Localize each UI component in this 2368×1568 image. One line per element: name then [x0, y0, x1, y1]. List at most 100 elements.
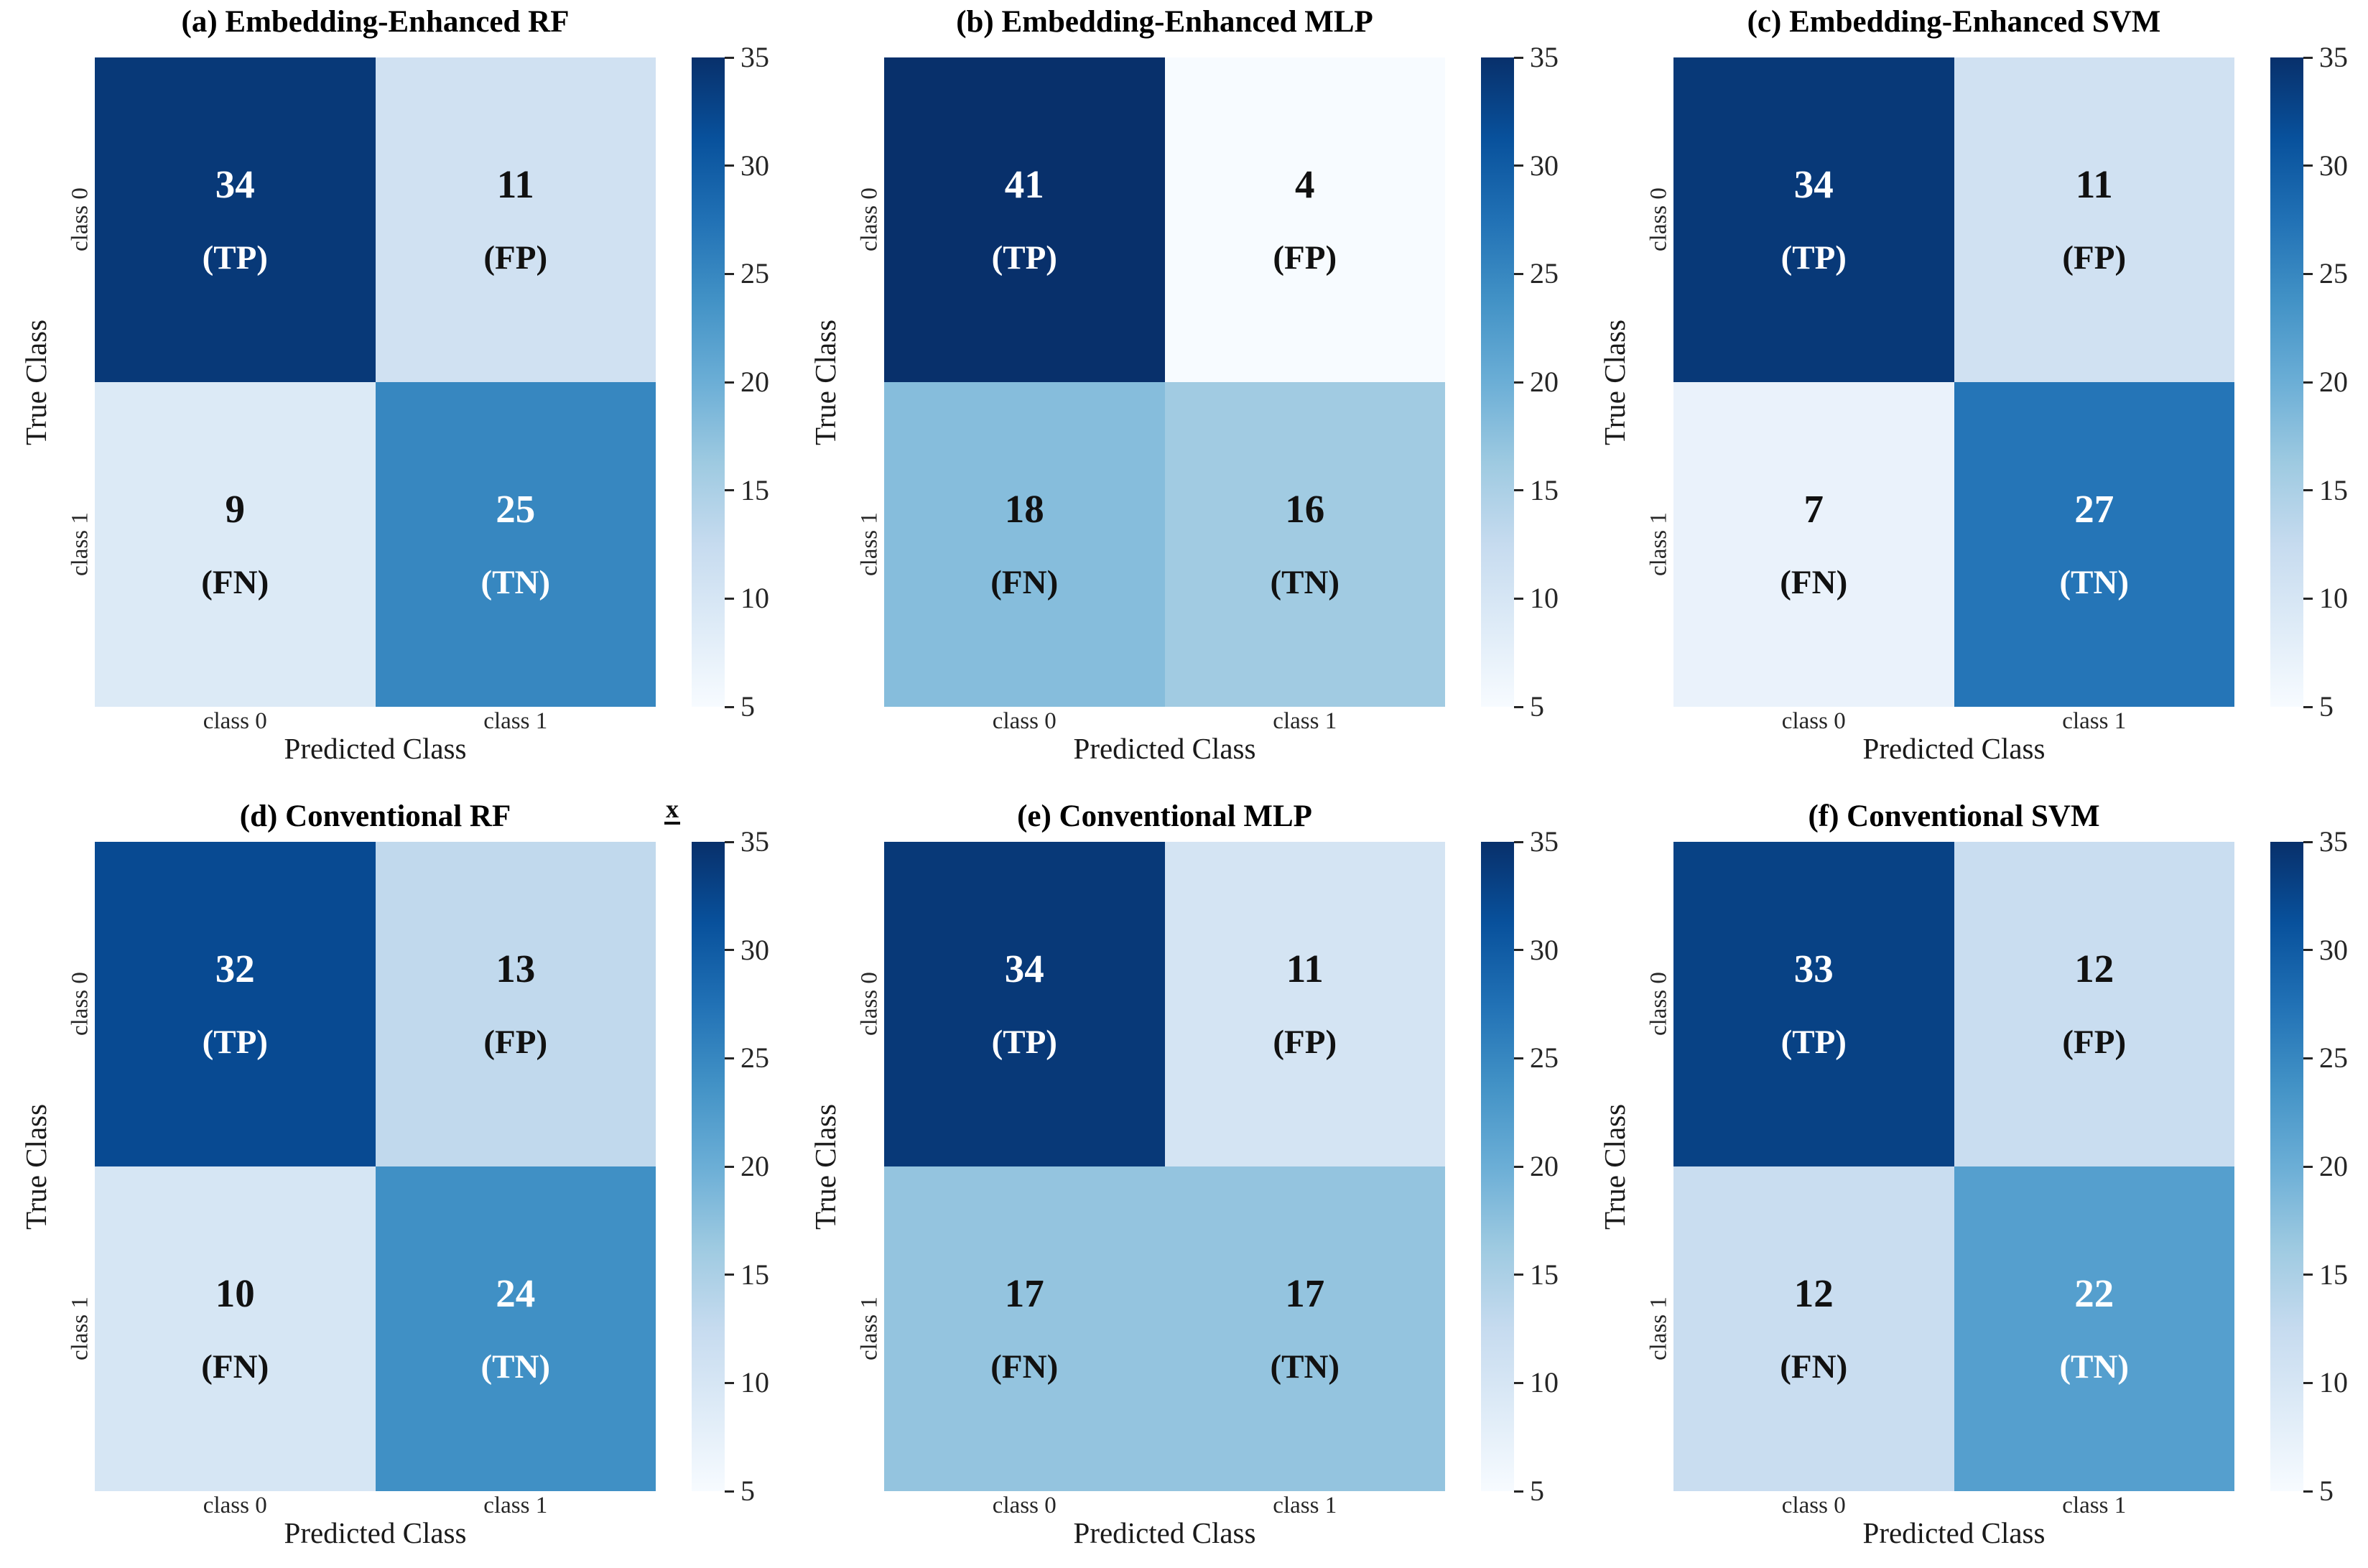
cell-tag: (TN) [1270, 1348, 1340, 1386]
cell-tag: (FP) [483, 1024, 548, 1061]
cell-tag: (TP) [202, 1024, 268, 1061]
cell-false-negative: 18 (FN) [884, 382, 1165, 707]
colorbar-tick-mark [725, 381, 734, 384]
colorbar-tick-label: 20 [2319, 366, 2348, 398]
cell-false-positive: 11 (FP) [1954, 57, 2234, 382]
colorbar-tick: 5 [725, 692, 755, 721]
colorbar-tick-mark [1514, 840, 1523, 843]
cell-false-negative: 10 (FN) [95, 1166, 376, 1491]
cell-tag: (TN) [480, 564, 551, 601]
cell-tag: (TN) [2059, 1348, 2130, 1386]
y-tick-class1: class 1 [67, 512, 93, 577]
cell-value: 33 [1793, 947, 1834, 991]
colorbar-tick: 15 [1514, 473, 1559, 506]
colorbar-tick-mark [725, 164, 734, 167]
cell-value: 12 [2074, 947, 2114, 991]
colorbar-tick: 25 [725, 259, 769, 288]
cell-tag: (TP) [1780, 1024, 1847, 1061]
cell-value: 22 [2074, 1271, 2114, 1315]
colorbar-tick-mark [725, 597, 734, 600]
colorbar-tick-mark [2303, 1165, 2313, 1168]
colorbar-tick-mark [2303, 164, 2313, 167]
colorbar-tick: 20 [1514, 368, 1559, 396]
y-tick-class1: class 1 [856, 1296, 883, 1361]
colorbar-tick-label: 15 [1530, 1258, 1559, 1291]
colorbar-tick-label: 15 [1530, 473, 1559, 506]
colorbar-tick-label: 25 [2319, 1042, 2348, 1075]
colorbar-tick: 25 [2303, 1044, 2348, 1072]
cell-value: 16 [1285, 487, 1325, 531]
cell-value: 10 [215, 1271, 255, 1315]
x-tick-row: class 0 class 1 [884, 710, 1445, 733]
colorbar-tick: 30 [725, 933, 769, 966]
colorbar-tick-label: 10 [2319, 1366, 2348, 1399]
y-tick-class1: class 1 [1645, 512, 1672, 577]
colorbar-tick: 15 [725, 475, 769, 505]
heatmap-grid: 33 (TP) 12 (FP) 12 (FN) 22 (TN) [1673, 842, 2234, 1491]
cell-value: 11 [496, 162, 534, 206]
colorbar-tick: 35 [1514, 827, 1559, 856]
x-tick-row: class 0 class 1 [884, 1494, 1445, 1518]
colorbar-tick-label: 35 [740, 41, 769, 73]
y-axis-label: True Class [19, 319, 52, 445]
colorbar-tick: 5 [2303, 692, 2334, 721]
x-tick-class1: class 1 [1273, 708, 1337, 734]
cell-tag: (FP) [1273, 1024, 1337, 1061]
colorbar-tick-mark [1514, 489, 1523, 492]
panel-d-confusion-matrix: (d) Conventional RF True Class class 0 c… [0, 784, 789, 1568]
cell-value: 32 [215, 947, 255, 991]
colorbar-tick-mark [2303, 1490, 2313, 1493]
x-tick-row: class 0 class 1 [95, 1494, 656, 1518]
colorbar-tick-label: 5 [740, 690, 755, 723]
x-tick-class1: class 1 [1273, 1493, 1337, 1518]
cell-false-negative: 9 (FN) [95, 382, 376, 707]
colorbar-tick: 5 [2303, 1477, 2334, 1506]
colorbar [2270, 57, 2303, 707]
y-tick-class0: class 0 [856, 187, 883, 252]
colorbar-tick-mark [1514, 705, 1523, 708]
colorbar-tick: 20 [2303, 368, 2348, 396]
cell-true-positive: 34 (TP) [884, 842, 1165, 1166]
colorbar-tick-label: 20 [2319, 1150, 2348, 1182]
colorbar-tick: 35 [1514, 43, 1559, 72]
cell-true-positive: 32 (TP) [95, 842, 376, 1166]
panel-title: (a) Embedding-Enhanced RF [181, 5, 570, 39]
cell-tag: (FN) [1780, 564, 1848, 601]
colorbar-tick-label: 15 [2319, 473, 2348, 506]
cell-tag: (FP) [2062, 239, 2127, 277]
colorbar-tick-label: 30 [740, 933, 769, 966]
panel-title: (b) Embedding-Enhanced MLP [956, 5, 1373, 39]
colorbar-tick-mark [725, 949, 734, 952]
colorbar-tick-mark [725, 272, 734, 275]
heatmap-grid: 32 (TP) 13 (FP) 10 (FN) 24 (TN) [95, 842, 656, 1491]
panel-title: (e) Conventional MLP [1017, 799, 1312, 833]
x-axis-label: Predicted Class [284, 732, 467, 765]
colorbar-tick: 25 [725, 1044, 769, 1072]
cell-tag: (TN) [2059, 564, 2130, 601]
cell-true-positive: 33 (TP) [1673, 842, 1954, 1166]
colorbar-tick-mark [1514, 164, 1523, 167]
colorbar-tick-label: 15 [2319, 1258, 2348, 1291]
colorbar-tick: 20 [2303, 1152, 2348, 1181]
colorbar-tick-label: 35 [740, 825, 769, 858]
colorbar-tick: 25 [1514, 259, 1559, 288]
colorbar-tick-label: 10 [740, 1366, 769, 1399]
cell-value: 17 [1004, 1271, 1044, 1315]
cell-tag: (TP) [1780, 239, 1847, 277]
colorbar-tick-label: 25 [740, 257, 769, 290]
cell-value: 12 [1793, 1271, 1834, 1315]
cell-value: 4 [1295, 162, 1315, 206]
colorbar-tick: 15 [1514, 1258, 1559, 1291]
colorbar-tick-mark [725, 840, 734, 843]
x-axis-label: Predicted Class [1073, 1516, 1256, 1549]
x-tick-row: class 0 class 1 [1673, 710, 2234, 733]
x-tick-class0: class 0 [203, 708, 267, 734]
colorbar-tick: 35 [2303, 43, 2348, 72]
colorbar-tick: 35 [725, 43, 769, 72]
heatmap-grid: 34 (TP) 11 (FP) 7 (FN) 27 (TN) [1673, 57, 2234, 707]
y-axis-label: True Class [1598, 1103, 1631, 1230]
colorbar-tick-mark [725, 1274, 734, 1276]
colorbar-tick-label: 30 [1530, 149, 1559, 182]
colorbar-tick: 25 [2303, 259, 2348, 288]
stray-artifact-glyph: x [664, 794, 680, 825]
